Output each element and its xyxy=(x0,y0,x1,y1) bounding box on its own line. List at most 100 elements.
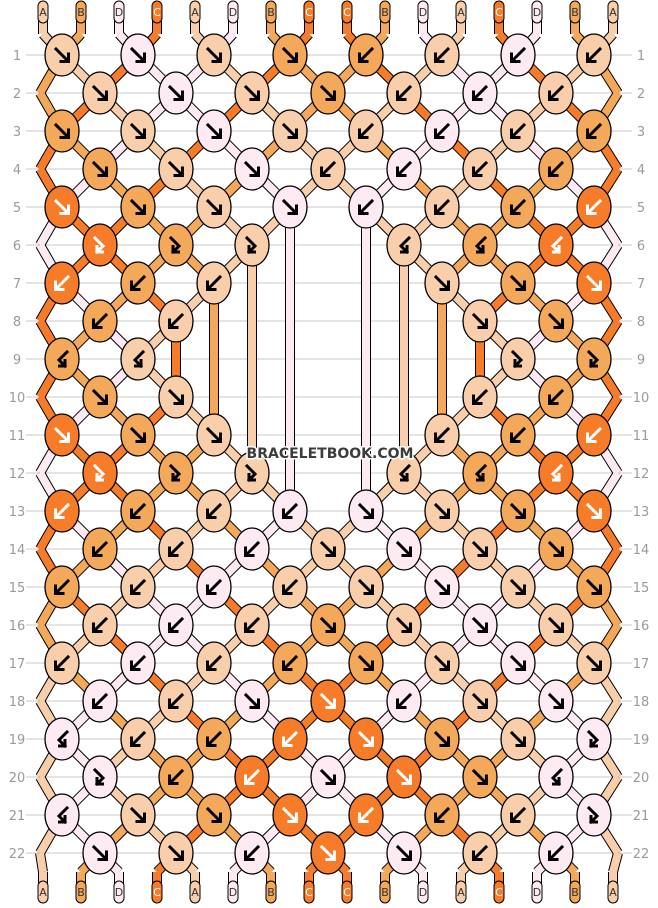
knot-backward xyxy=(272,717,308,761)
knot-backward-forward xyxy=(538,223,574,267)
knot-backward xyxy=(462,147,498,191)
row-number-right: 13 xyxy=(633,505,650,520)
knot-forward xyxy=(196,109,232,153)
knot-backward xyxy=(44,489,80,533)
arrow-f-icon xyxy=(53,426,70,443)
knot-backward xyxy=(424,33,460,77)
knot-backward xyxy=(196,717,232,761)
strand-segment xyxy=(609,851,622,874)
arrow-f-icon xyxy=(395,768,412,785)
arrow-b-icon xyxy=(168,768,185,785)
row-number-right: 3 xyxy=(637,125,645,140)
knot-backward xyxy=(158,755,194,799)
row-number-right: 10 xyxy=(633,391,650,406)
arrow-b-icon xyxy=(358,806,375,823)
knot-backward xyxy=(196,261,232,305)
knot-forward xyxy=(310,603,346,647)
strand-end xyxy=(303,880,315,904)
knot-backward xyxy=(82,603,118,647)
strand-end xyxy=(265,0,277,24)
row-number-left: 5 xyxy=(13,201,21,216)
knot-backward xyxy=(386,679,422,723)
knot-backward xyxy=(272,489,308,533)
row-number-right: 2 xyxy=(637,87,645,102)
knot-backward xyxy=(424,793,460,837)
strand-label: A xyxy=(609,6,617,19)
arrow-f-icon xyxy=(433,578,450,595)
arrow-f-icon xyxy=(167,844,184,861)
knot-forward xyxy=(82,831,118,875)
arrow-bf-icon xyxy=(132,349,146,369)
arrow-f-icon xyxy=(433,274,450,291)
strand-label: C xyxy=(153,6,161,19)
arrow-b-icon xyxy=(92,312,109,329)
arrow-bf-icon xyxy=(550,235,564,255)
row-number-right: 16 xyxy=(633,619,650,634)
arrow-b-icon xyxy=(206,502,223,519)
arrow-b-icon xyxy=(168,540,185,557)
arrow-bf-icon xyxy=(56,729,70,749)
knot-backward xyxy=(310,147,346,191)
strand-label: B xyxy=(381,886,389,899)
arrow-b-icon xyxy=(244,768,261,785)
knot-backward-forward xyxy=(386,223,422,267)
arrow-f-icon xyxy=(53,122,70,139)
arrow-f-icon xyxy=(357,502,374,519)
arrow-bf-icon xyxy=(398,463,412,483)
knot-backward xyxy=(44,565,80,609)
row-number-left: 8 xyxy=(13,315,21,330)
arrow-b-icon xyxy=(472,84,489,101)
row-number-right: 15 xyxy=(633,581,650,596)
row-number-right: 7 xyxy=(637,277,645,292)
knot-forward xyxy=(348,641,384,685)
knot-backward xyxy=(196,641,232,685)
row-number-left: 17 xyxy=(9,657,26,672)
row-number-right: 8 xyxy=(637,315,645,330)
arrow-fb-icon xyxy=(244,235,258,255)
knot-backward xyxy=(576,185,612,229)
arrow-f-icon xyxy=(357,654,374,671)
arrow-b-icon xyxy=(510,46,527,63)
knot-forward xyxy=(462,527,498,571)
knot-backward xyxy=(196,489,232,533)
arrow-f-icon xyxy=(281,46,298,63)
knot-backward xyxy=(272,641,308,685)
arrow-f-icon xyxy=(205,426,222,443)
arrow-f-icon xyxy=(471,540,488,557)
arrow-f-icon xyxy=(91,84,108,101)
strand-end xyxy=(37,880,49,904)
strand-end xyxy=(75,880,87,904)
arrow-f-icon xyxy=(129,46,146,63)
arrow-f-icon xyxy=(319,616,336,633)
knot-forward xyxy=(44,109,80,153)
knot-backward xyxy=(120,717,156,761)
knot-forward xyxy=(310,527,346,571)
arrow-b-icon xyxy=(434,198,451,215)
knot-forward xyxy=(462,299,498,343)
knot-forward xyxy=(82,71,118,115)
arrow-fb-icon xyxy=(92,235,106,255)
knot-forward xyxy=(196,793,232,837)
knot-backward xyxy=(348,33,384,77)
arrow-fb-icon xyxy=(586,349,600,369)
arrow-f-icon xyxy=(129,426,146,443)
strand-end xyxy=(151,0,163,24)
strand-end xyxy=(455,880,467,904)
arrow-b-icon xyxy=(434,122,451,139)
knot-backward xyxy=(500,33,536,77)
knot-forward xyxy=(120,33,156,77)
strand-end xyxy=(113,880,125,904)
arrow-b-icon xyxy=(92,540,109,557)
arrow-b-icon xyxy=(472,160,489,177)
arrow-b-icon xyxy=(434,426,451,443)
knot-forward xyxy=(386,831,422,875)
arrow-b-icon xyxy=(548,160,565,177)
row-number-right: 4 xyxy=(637,163,645,178)
knot-forward xyxy=(386,603,422,647)
arrow-f-icon xyxy=(585,578,602,595)
arrow-f-icon xyxy=(547,312,564,329)
arrow-f-icon xyxy=(547,540,564,557)
strand-label: B xyxy=(77,886,85,899)
strand-end xyxy=(569,0,581,24)
knot-forward xyxy=(44,185,80,229)
